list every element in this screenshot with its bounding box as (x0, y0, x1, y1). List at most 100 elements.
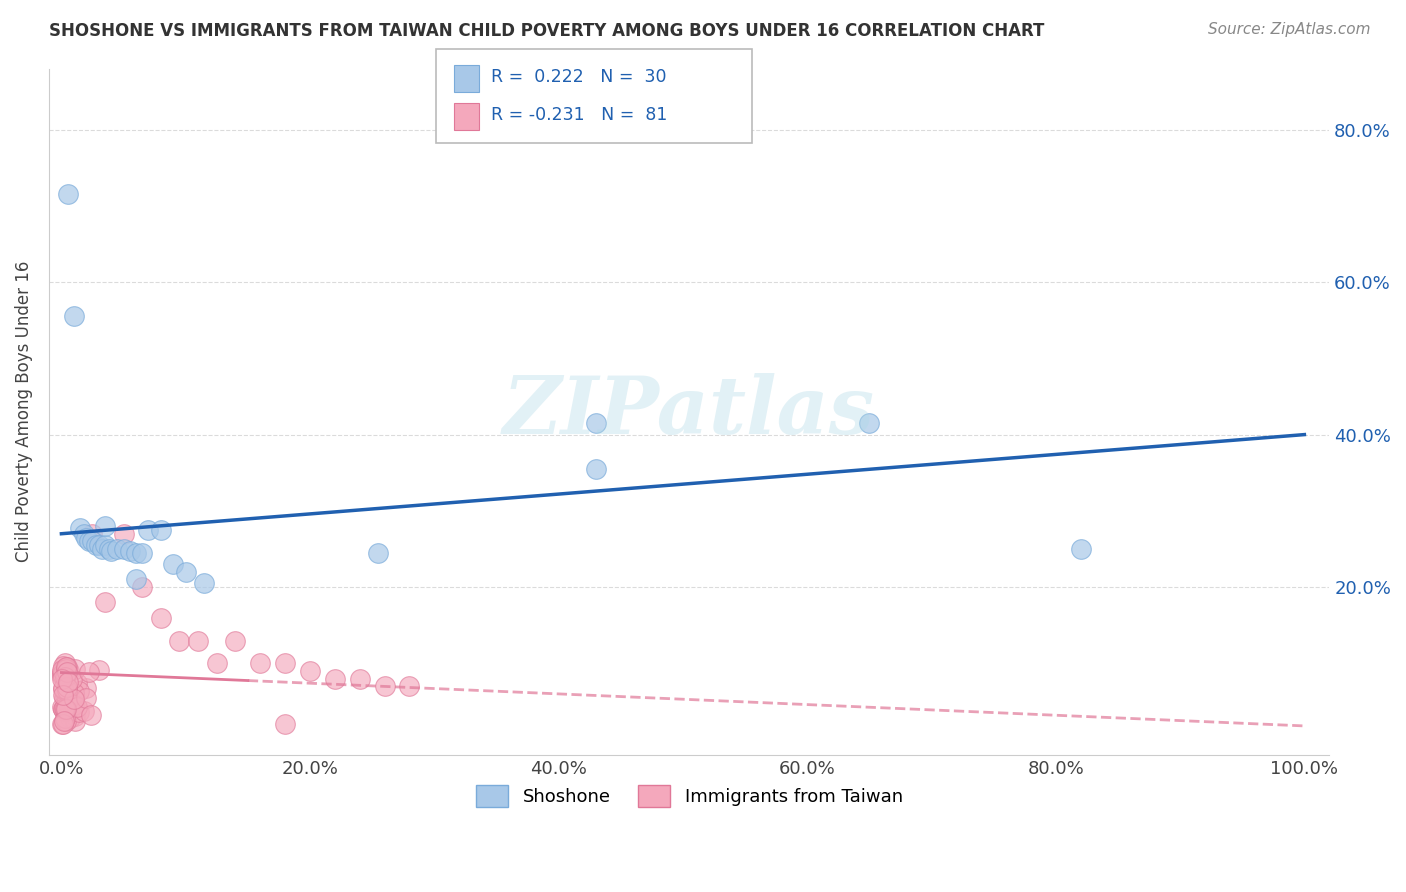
Point (125, 546, 148, 560)
Point (56, 683, 79, 698)
Point (73, 526, 96, 541)
Point (67, 684, 90, 698)
Text: R =  0.222   N =  30: R = 0.222 N = 30 (491, 69, 666, 87)
Text: ZIPatlas: ZIPatlas (503, 373, 875, 450)
Point (585, 416, 607, 430)
Point (65, 708, 87, 723)
Point (55, 714, 77, 728)
Point (51, 669, 73, 683)
Point (63, 697, 86, 711)
Point (374, 679, 396, 693)
Y-axis label: Child Poverty Among Boys Under 16: Child Poverty Among Boys Under 16 (15, 261, 32, 562)
Point (56, 685, 79, 699)
Point (274, 657, 297, 671)
Point (56, 665, 79, 679)
Point (56, 680, 79, 694)
Point (58, 674, 80, 689)
Point (367, 546, 389, 560)
Point (51, 667, 73, 681)
Point (56, 691, 79, 706)
Point (79, 707, 101, 722)
Point (131, 580, 153, 594)
Point (205, 657, 228, 671)
Point (52, 682, 75, 697)
Point (53, 670, 76, 684)
Point (51, 681, 73, 695)
Point (51, 673, 73, 687)
Point (65, 699, 87, 714)
Point (274, 717, 297, 731)
Point (100, 543, 122, 558)
Point (55, 701, 77, 715)
Point (51, 716, 73, 731)
Point (52, 716, 75, 731)
Point (53, 704, 76, 718)
Point (75, 691, 97, 706)
Point (149, 610, 172, 624)
Point (53, 700, 76, 714)
Point (193, 576, 215, 591)
Point (53, 702, 76, 716)
Point (59, 710, 82, 724)
Point (66, 675, 89, 690)
Point (73, 704, 96, 718)
Point (84, 538, 107, 552)
Point (52, 688, 75, 702)
Point (82, 534, 104, 549)
Point (55, 662, 77, 676)
Point (51, 665, 73, 679)
Point (87, 538, 110, 552)
Point (53, 657, 76, 671)
Point (94, 519, 117, 533)
Point (1070, 541, 1092, 556)
Point (87, 663, 110, 677)
Point (125, 573, 148, 587)
Text: R = -0.231   N =  81: R = -0.231 N = 81 (491, 106, 666, 124)
Point (97, 541, 120, 556)
Point (53, 690, 76, 704)
Point (138, 523, 160, 537)
Point (82, 526, 104, 541)
Point (75, 681, 97, 696)
Point (51, 663, 73, 677)
Point (55, 678, 77, 692)
Point (63, 310, 86, 324)
Point (62, 686, 84, 700)
Point (67, 705, 90, 719)
Legend: Shoshone, Immigrants from Taiwan: Shoshone, Immigrants from Taiwan (468, 778, 910, 814)
Point (162, 558, 184, 572)
Point (60, 672, 83, 686)
Point (174, 565, 197, 579)
Point (53, 688, 76, 702)
Point (51, 700, 73, 714)
Point (53, 667, 76, 681)
Point (298, 664, 321, 678)
Point (94, 595, 117, 609)
Point (53, 714, 76, 728)
Point (169, 633, 191, 648)
Point (75, 531, 97, 545)
Text: SHOSHONE VS IMMIGRANTS FROM TAIWAN CHILD POVERTY AMONG BOYS UNDER 16 CORRELATION: SHOSHONE VS IMMIGRANTS FROM TAIWAN CHILD… (49, 22, 1045, 40)
Point (56, 660, 79, 674)
Text: Source: ZipAtlas.com: Source: ZipAtlas.com (1208, 22, 1371, 37)
Point (58, 700, 80, 714)
Point (63, 698, 86, 713)
Point (56, 692, 79, 706)
Point (52, 659, 75, 673)
Point (349, 672, 371, 686)
Point (63, 662, 86, 676)
Point (398, 679, 420, 693)
Point (112, 541, 135, 556)
Point (62, 691, 84, 706)
Point (69, 521, 91, 535)
Point (60, 698, 83, 712)
Point (585, 462, 607, 476)
Point (858, 416, 880, 430)
Point (65, 714, 87, 728)
Point (249, 657, 271, 671)
Point (52, 701, 75, 715)
Point (79, 665, 101, 679)
Point (58, 665, 80, 679)
Point (94, 538, 117, 552)
Point (224, 633, 246, 648)
